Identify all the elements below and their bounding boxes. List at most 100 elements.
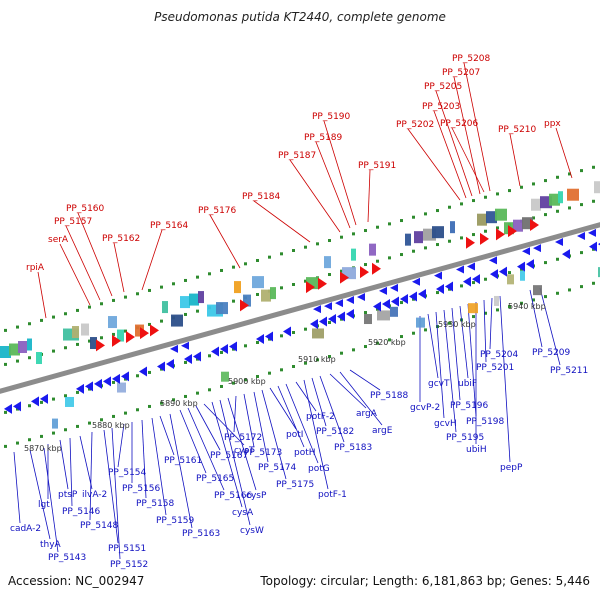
bottom-gene-label: cysA	[232, 508, 254, 518]
bottom-gene-label: PP_5182	[316, 427, 354, 437]
bottom-leader-line	[219, 399, 251, 526]
gene-block	[9, 343, 20, 356]
reverse-arrow	[467, 262, 475, 271]
scale-label: 5870 kbp	[24, 444, 62, 453]
tick-dot	[304, 279, 307, 283]
tick-dot	[400, 301, 403, 305]
gene-block	[18, 341, 27, 354]
tick-dot	[40, 434, 43, 438]
bottom-leader-line	[269, 387, 297, 430]
tick-dot	[88, 421, 91, 425]
tick-dot	[136, 374, 139, 378]
tick-dot	[556, 291, 559, 295]
tick-dot	[184, 360, 187, 364]
gene-block	[221, 371, 229, 382]
top-gene-label: PP_5160	[66, 204, 105, 214]
forward-arrow	[126, 331, 135, 344]
tick-dot	[544, 213, 547, 217]
top-gene-label: PP_5164	[150, 221, 189, 231]
tick-dot	[460, 236, 463, 240]
gene-block	[468, 303, 478, 314]
tick-dot	[28, 404, 31, 408]
gene-block	[594, 181, 600, 194]
scale-label: 5920 kbp	[368, 338, 406, 347]
gene-block	[252, 276, 264, 289]
tick-dot	[256, 258, 259, 262]
bottom-leader-line	[303, 379, 329, 490]
tick-dot	[76, 342, 79, 346]
tick-dot	[328, 355, 331, 359]
reverse-arrow	[472, 274, 480, 285]
bottom-leader-line	[89, 431, 93, 521]
scale-label: 5880 kbp	[92, 421, 130, 430]
bottom-gene-label: lgt	[38, 500, 50, 510]
tick-dot	[52, 349, 55, 353]
reverse-arrow	[346, 309, 354, 320]
top-leader-line	[65, 225, 101, 301]
tick-dot	[112, 332, 115, 336]
bottom-gene-label: PP_5201	[476, 363, 514, 373]
reverse-arrow	[400, 294, 408, 305]
bottom-gene-label: PP_5158	[136, 499, 175, 509]
top-gene-label: PP_5162	[102, 234, 140, 244]
tick-dot	[148, 370, 151, 374]
gene-block	[405, 233, 411, 246]
bottom-gene-label: PP_5172	[224, 433, 262, 443]
gene-block	[65, 396, 74, 407]
tick-dot	[148, 322, 151, 326]
top-gene-label: PP_5203	[422, 102, 460, 112]
reverse-arrow	[390, 283, 398, 292]
gene-block	[135, 324, 144, 337]
reverse-arrow	[256, 333, 264, 344]
reverse-arrow	[335, 299, 343, 308]
gene-block	[216, 302, 228, 315]
forward-arrow	[96, 339, 105, 352]
gene-block	[567, 188, 579, 201]
tick-dot	[436, 243, 439, 247]
reverse-arrow	[324, 302, 332, 311]
gene-block	[198, 291, 204, 304]
top-leader-line	[77, 212, 113, 297]
gene-block	[414, 231, 423, 244]
bottom-leader-line	[159, 415, 175, 456]
scale-label: 5910 kbp	[298, 355, 336, 364]
tick-dot	[340, 351, 343, 355]
bottom-gene-label: PP_5156	[122, 484, 161, 494]
top-leader-line	[433, 110, 467, 199]
top-gene-label: ppx	[544, 119, 561, 129]
tick-dot	[112, 414, 115, 418]
tick-dot	[76, 390, 79, 394]
bottom-leader-line	[451, 307, 461, 401]
bottom-leader-line	[499, 295, 511, 463]
top-leader-line	[435, 90, 473, 197]
forward-arrow	[240, 299, 249, 312]
tick-dot	[376, 225, 379, 229]
top-gene-label: PP_5184	[242, 192, 281, 202]
reverse-arrow	[31, 396, 39, 407]
tick-dot	[388, 222, 391, 226]
tick-dot	[400, 219, 403, 223]
tick-dot	[4, 362, 7, 366]
gene-block	[450, 221, 455, 234]
tick-dot	[532, 182, 535, 186]
tick-dot	[424, 328, 427, 332]
tick-dot	[328, 321, 331, 325]
bottom-leader-line	[117, 423, 125, 468]
gene-block	[72, 326, 79, 339]
top-leader-line	[509, 133, 521, 187]
reverse-arrow	[112, 373, 120, 384]
gene-block	[598, 267, 600, 278]
reverse-arrow	[562, 249, 570, 260]
gene-block	[324, 256, 331, 269]
bottom-leader-line	[179, 409, 207, 474]
tick-dot	[112, 298, 115, 302]
tick-dot	[556, 257, 559, 261]
tick-dot	[292, 330, 295, 334]
tick-dot	[196, 309, 199, 313]
bottom-gene-label: PP_5198	[466, 417, 505, 427]
tick-dot	[208, 272, 211, 276]
gene-block	[495, 208, 507, 221]
tick-dot	[100, 302, 103, 306]
